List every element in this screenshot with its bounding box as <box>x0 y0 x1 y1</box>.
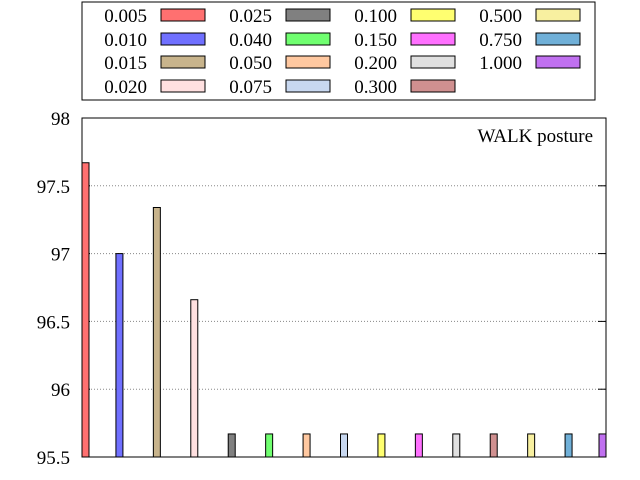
legend-label: 0.500 <box>479 6 522 27</box>
legend-swatch <box>410 79 456 93</box>
legend-item: 0.025 <box>229 6 331 27</box>
legend-item: 0.005 <box>104 6 206 27</box>
bar-0.200 <box>452 433 461 458</box>
legend-swatch <box>410 32 456 46</box>
legend-item: 0.075 <box>229 77 331 98</box>
legend-label: 0.050 <box>229 53 272 74</box>
bar-0.005 <box>81 162 90 458</box>
legend-item: 1.000 <box>479 53 581 74</box>
legend-label: 0.015 <box>104 53 147 74</box>
bar-0.050 <box>302 433 311 458</box>
legend-label: 1.000 <box>479 53 522 74</box>
legend-swatch <box>160 8 206 22</box>
bar-0.025 <box>227 433 236 458</box>
y-axis-ticks: 95.5 96 96.5 97 97.5 98 <box>37 109 606 469</box>
bar-0.300 <box>489 433 498 458</box>
legend-swatch <box>285 32 331 46</box>
legend-swatch <box>160 32 206 46</box>
y-tick-label: 97.5 <box>37 177 70 198</box>
y-tick-label: 96 <box>51 380 70 401</box>
legend-label: 0.075 <box>229 77 272 98</box>
posture-annotation: WALK posture <box>477 126 593 147</box>
bar-0.500 <box>527 433 536 458</box>
legend-swatch <box>535 32 581 46</box>
bar-0.010 <box>115 253 124 458</box>
legend-item: 0.150 <box>354 30 456 51</box>
y-tick-label: 97 <box>51 245 70 266</box>
legend-item: 0.050 <box>229 53 331 74</box>
bar-0.040 <box>265 433 274 458</box>
legend-item: 0.750 <box>479 30 581 51</box>
legend-swatch <box>410 55 456 69</box>
bar-0.015 <box>152 206 161 458</box>
bar-0.150 <box>414 433 423 458</box>
legend-swatch <box>535 55 581 69</box>
legend-item: 0.010 <box>104 30 206 51</box>
y-tick-label: 96.5 <box>37 312 70 333</box>
legend-item: 0.015 <box>104 53 206 74</box>
grid-lines <box>82 185 606 390</box>
bar-0.750 <box>564 433 573 458</box>
legend-swatch <box>160 55 206 69</box>
bars <box>81 162 607 458</box>
y-tick-label: 98 <box>51 109 70 130</box>
legend-swatch <box>535 8 581 22</box>
legend-swatch <box>160 79 206 93</box>
legend-label: 0.200 <box>354 53 397 74</box>
bar-1.000 <box>598 433 607 458</box>
y-tick-label: 95.5 <box>37 448 70 469</box>
legend-label: 0.750 <box>479 30 522 51</box>
legend-swatch <box>410 8 456 22</box>
plot-frame <box>81 117 607 458</box>
legend-label: 0.005 <box>104 6 147 27</box>
legend-swatch <box>285 55 331 69</box>
legend-label: 0.150 <box>354 30 397 51</box>
legend-swatch <box>285 79 331 93</box>
legend-label: 0.010 <box>104 30 147 51</box>
legend-swatch <box>285 8 331 22</box>
legend-label: 0.020 <box>104 77 147 98</box>
legend-item: 0.040 <box>229 30 331 51</box>
legend-item: 0.020 <box>104 77 206 98</box>
bar-0.100 <box>377 433 386 458</box>
legend-item: 0.100 <box>354 6 456 27</box>
legend-label: 0.025 <box>229 6 272 27</box>
legend-label: 0.100 <box>354 6 397 27</box>
legend-item: 0.500 <box>479 6 581 27</box>
bar-0.020 <box>190 299 199 458</box>
legend-label: 0.300 <box>354 77 397 98</box>
legend-item: 0.200 <box>354 53 456 74</box>
legend-item: 0.300 <box>354 77 456 98</box>
bar-0.075 <box>340 433 348 458</box>
legend-label: 0.040 <box>229 30 272 51</box>
